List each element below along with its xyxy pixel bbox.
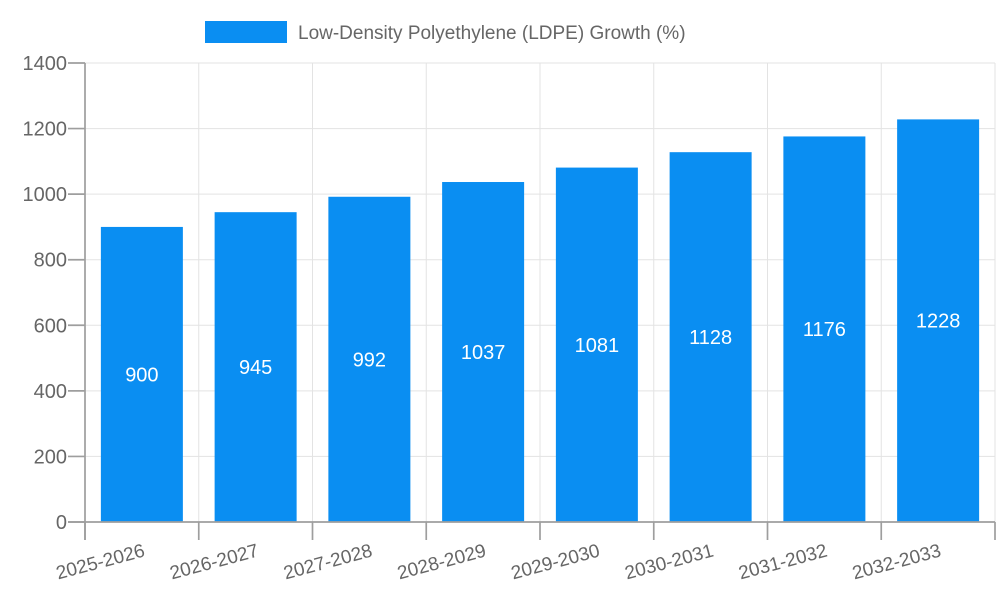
y-axis-label: 1200	[23, 119, 68, 141]
bar-value-label: 992	[353, 349, 386, 371]
x-axis-label: 2026-2027	[168, 541, 261, 585]
bar	[783, 136, 866, 522]
bar-value-label: 900	[125, 364, 158, 386]
x-axis-label: 2029-2030	[509, 541, 602, 585]
x-axis-label: 2032-2033	[850, 541, 943, 585]
bars-layer	[100, 119, 980, 523]
x-axis-label: 2028-2029	[395, 541, 488, 585]
x-axis-label: 2025-2026	[54, 541, 147, 585]
y-axis-label: 200	[34, 446, 67, 468]
y-axis-label: 1000	[23, 184, 68, 206]
chart-legend: Low-Density Polyethylene (LDPE) Growth (…	[205, 21, 686, 44]
bar-value-label: 1037	[461, 342, 506, 364]
bar	[328, 196, 411, 522]
axes-layer	[68, 62, 996, 540]
bar-value-label: 1176	[803, 319, 846, 341]
legend-label: Low-Density Polyethylene (LDPE) Growth (…	[298, 23, 686, 44]
bar-value-label: 1081	[575, 335, 620, 357]
bar	[555, 167, 638, 522]
y-axis-label: 600	[34, 315, 67, 337]
y-axis-label: 0	[56, 512, 67, 534]
bar-value-label: 1128	[689, 327, 732, 349]
bar	[214, 212, 297, 523]
bar	[442, 182, 525, 522]
bar	[100, 226, 183, 522]
bar	[897, 119, 980, 523]
bar-value-label: 1228	[916, 311, 961, 333]
bar-value-label: 945	[239, 357, 272, 379]
x-axis-label: 2027-2028	[281, 541, 374, 585]
y-axis-label: 800	[34, 250, 67, 272]
x-axis-label: 2031-2032	[736, 541, 829, 585]
y-axis-label: 1400	[23, 53, 68, 75]
legend-swatch	[205, 21, 287, 43]
x-axis-label: 2030-2031	[623, 541, 716, 585]
y-axis-label: 400	[34, 381, 67, 403]
bar	[669, 152, 752, 523]
